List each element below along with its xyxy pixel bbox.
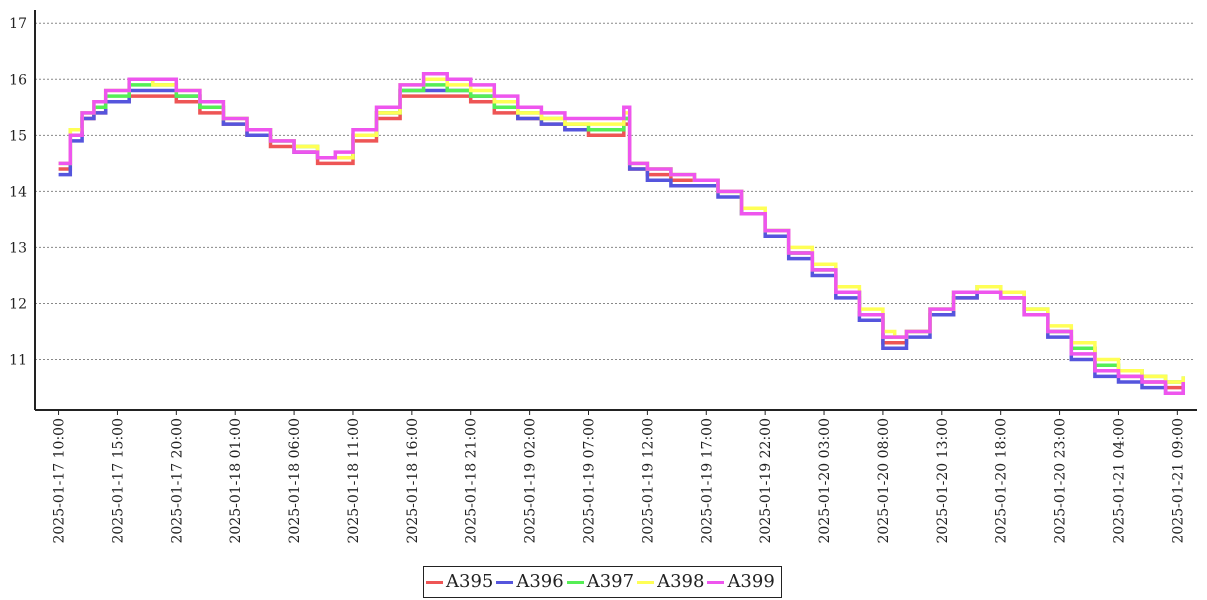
legend-item-A398: A398	[637, 573, 704, 591]
series-lines	[58, 71, 1185, 395]
x-tick-label: 2025-01-17 20:00	[169, 418, 185, 544]
x-axis-ticks: 2025-01-17 10:00 2025-01-17 15:00 2025-01-…	[52, 410, 1186, 544]
x-tick-label: 2025-01-17 15:00	[110, 418, 126, 544]
x-tick-label: 2025-01-18 11:00	[346, 418, 362, 544]
legend-label: A399	[727, 571, 775, 592]
y-tick-label: 11	[9, 353, 27, 369]
legend-item-A395: A395	[426, 573, 493, 591]
legend-swatch	[496, 580, 514, 584]
x-tick-label: 2025-01-18 01:00	[228, 418, 244, 544]
x-tick-label: 2025-01-19 07:00	[582, 418, 598, 544]
legend-label: A398	[657, 571, 705, 592]
legend-swatch	[426, 580, 443, 584]
legend-label: A396	[516, 571, 564, 592]
y-axis-ticks: 11 12 13 14 15 16 17	[9, 16, 27, 368]
legend-swatch	[566, 580, 584, 584]
x-tick-label: 2025-01-20 18:00	[994, 418, 1010, 544]
legend-label: A395	[446, 571, 494, 592]
x-tick-label: 2025-01-18 16:00	[405, 418, 421, 544]
y-tick-label: 15	[9, 128, 27, 144]
legend: A395 A396 A397 A398 A399	[423, 566, 782, 598]
y-tick-label: 12	[9, 296, 27, 312]
y-tick-label: 16	[9, 72, 27, 88]
legend-swatch	[707, 580, 725, 584]
legend-item-A399: A399	[707, 571, 775, 592]
y-tick-label: 17	[9, 16, 27, 32]
legend-item-A396: A396	[496, 571, 564, 592]
x-tick-label: 2025-01-18 21:00	[464, 418, 480, 544]
y-tick-label: 14	[9, 184, 27, 200]
x-tick-label: 2025-01-19 12:00	[640, 418, 656, 544]
x-tick-label: 2025-01-20 23:00	[1053, 418, 1069, 544]
series-line-A395	[58, 94, 1185, 390]
y-tick-label: 13	[9, 240, 27, 256]
legend-swatch	[637, 580, 655, 584]
x-tick-label: 2025-01-19 22:00	[758, 418, 774, 544]
x-tick-label: 2025-01-19 02:00	[523, 418, 539, 544]
x-tick-label: 2025-01-19 17:00	[699, 418, 715, 544]
series-line-A399	[58, 71, 1185, 395]
x-tick-label: 2025-01-20 03:00	[817, 418, 833, 544]
x-tick-label: 2025-01-21 04:00	[1112, 418, 1128, 544]
x-tick-label: 2025-01-20 13:00	[935, 418, 951, 544]
legend-label: A397	[586, 571, 635, 592]
x-tick-label: 2025-01-20 08:00	[876, 418, 892, 544]
x-tick-label: 2025-01-18 06:00	[287, 418, 303, 544]
series-line-A397	[58, 83, 1185, 384]
x-tick-label: 2025-01-21 09:00	[1170, 418, 1186, 544]
x-tick-label: 2025-01-17 10:00	[52, 418, 68, 544]
legend-item-A397: A397	[566, 571, 635, 592]
axes	[34, 10, 1197, 411]
grid-lines	[35, 22, 1195, 361]
